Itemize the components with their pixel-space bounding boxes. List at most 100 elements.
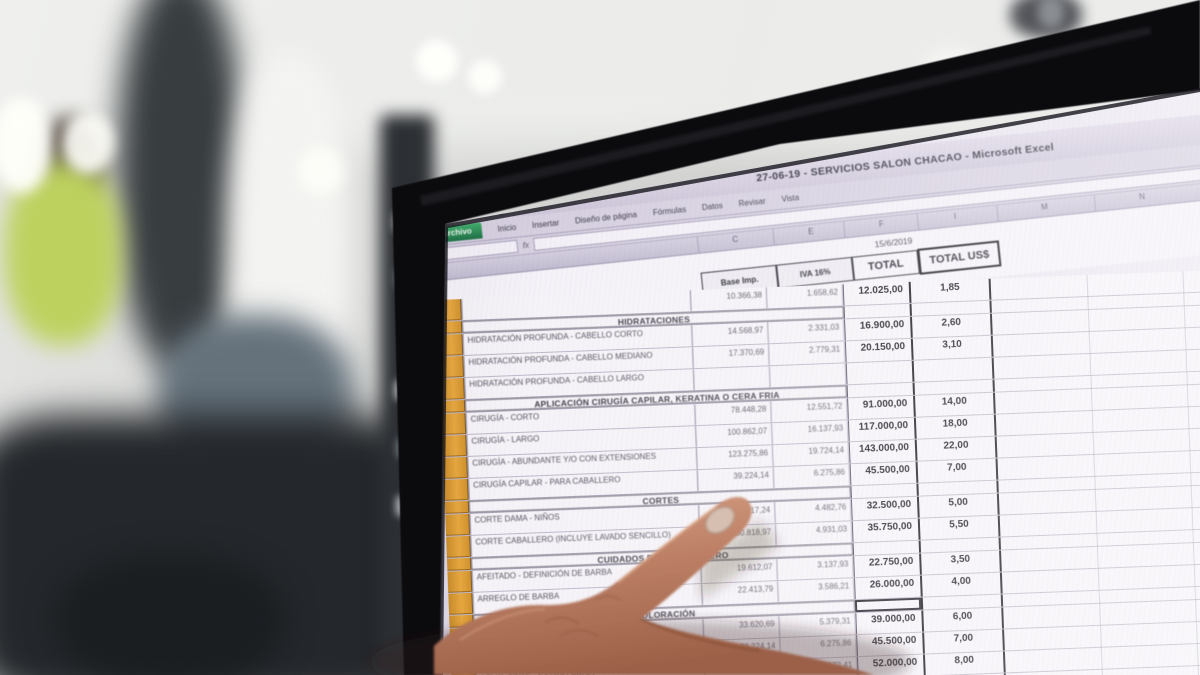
iva-cell[interactable]: [769, 363, 847, 388]
base-imp-cell[interactable]: 39.224,14: [704, 638, 782, 662]
base-imp-cell[interactable]: 78.448,28: [695, 401, 772, 426]
iva-cell[interactable]: 7.172,41: [781, 657, 858, 675]
base-imp-cell[interactable]: 22.413,79: [702, 581, 779, 606]
total-cell[interactable]: 35.750,00: [851, 518, 919, 543]
base-imp-cell[interactable]: [693, 366, 771, 391]
ribbon-tab-insertar[interactable]: Insertar: [531, 217, 560, 230]
total-cell[interactable]: 22.750,00: [853, 553, 920, 578]
ribbon-tab-datos[interactable]: Datos: [701, 200, 724, 212]
row-number-cell[interactable]: [441, 412, 467, 435]
row-number-cell[interactable]: [446, 557, 472, 571]
column-header-f[interactable]: F: [878, 219, 885, 229]
row-number-cell[interactable]: [450, 649, 476, 672]
base-imp-cell[interactable]: 28.017,24: [699, 502, 776, 527]
iva-cell[interactable]: 2.331,03: [768, 319, 845, 344]
column-header-i[interactable]: I: [953, 211, 957, 221]
base-imp-cell[interactable]: 33.620,69: [703, 616, 781, 640]
total-usd-cell[interactable]: 22,00: [914, 436, 998, 461]
total-usd-cell[interactable]: 7,00: [922, 629, 1005, 654]
total-usd-cell[interactable]: 18,00: [913, 414, 997, 439]
dark-fixture-blob: [118, 0, 243, 370]
total-usd-cell[interactable]: 4,00: [919, 572, 1003, 597]
row-number-cell[interactable]: [446, 535, 471, 558]
total-cell[interactable]: 39.000,00: [855, 610, 923, 635]
row-number-cell[interactable]: [444, 500, 470, 514]
row-number-cell[interactable]: [443, 456, 468, 479]
total-cell[interactable]: 45.500,00: [849, 461, 917, 486]
column-separator: [772, 228, 776, 245]
total-cell[interactable]: 16.900,00: [844, 316, 911, 341]
column-header-e[interactable]: E: [807, 226, 814, 237]
total-usd-cell[interactable]: 8,00: [922, 651, 1006, 675]
base-imp-cell[interactable]: 39.224,14: [697, 467, 775, 492]
iva-cell[interactable]: 1.658,62: [766, 284, 844, 309]
total-cell[interactable]: [850, 483, 917, 499]
iva-cell[interactable]: 4.931,03: [775, 521, 853, 546]
row-number-cell[interactable]: [448, 592, 474, 615]
base-imp-cell[interactable]: 14.568,97: [692, 322, 769, 347]
total-cell[interactable]: 91.000,00: [847, 395, 914, 420]
total-usd-cell[interactable]: 3,50: [919, 550, 1002, 575]
row-number-cell[interactable]: [449, 627, 475, 650]
total-cell[interactable]: 45.500,00: [856, 632, 923, 657]
total-cell[interactable]: 117.000,00: [847, 417, 915, 442]
total-usd-cell[interactable]: 6,00: [921, 607, 1005, 632]
ribbon-tab-f-rmulas[interactable]: Fórmulas: [652, 204, 687, 217]
row-number-cell[interactable]: [442, 434, 468, 457]
bokeh-light: [298, 148, 344, 194]
iva-cell[interactable]: 4.482,76: [775, 499, 852, 524]
bokeh-light: [0, 98, 52, 193]
total-cell[interactable]: [846, 382, 913, 398]
row-number-cell[interactable]: [447, 570, 473, 593]
total-usd-cell[interactable]: 1,85: [908, 278, 992, 303]
column-separator: [696, 236, 700, 253]
iva-cell[interactable]: 6.275,86: [773, 464, 851, 489]
column-header-c[interactable]: C: [731, 234, 739, 245]
base-imp-cell[interactable]: 19.612,07: [701, 559, 779, 584]
total-usd-cell[interactable]: 2,60: [909, 313, 993, 338]
row-number-cell[interactable]: [445, 513, 471, 536]
total-cell[interactable]: 143.000,00: [848, 439, 916, 464]
total-usd-cell[interactable]: 14,00: [913, 392, 996, 417]
row-number-cell[interactable]: [440, 378, 465, 400]
ribbon-tab-inicio[interactable]: Inicio: [497, 222, 517, 234]
iva-cell[interactable]: 3.586,21: [778, 578, 855, 603]
shelf-product-blob: [396, 496, 416, 516]
ribbon-tab-revisar[interactable]: Revisar: [738, 196, 767, 208]
iva-cell[interactable]: 16.137,93: [771, 420, 849, 445]
total-usd-cell[interactable]: 5,50: [917, 515, 1001, 540]
iva-cell[interactable]: 12.551,72: [771, 398, 848, 423]
column-header-n[interactable]: N: [1138, 191, 1146, 202]
iva-cell[interactable]: 3.137,93: [777, 556, 854, 581]
base-imp-cell[interactable]: 30.818,97: [699, 524, 777, 549]
shelf-product-blob: [404, 322, 418, 336]
base-imp-cell[interactable]: 100.862,07: [696, 423, 773, 448]
dark-foreground-blob: [55, 555, 285, 675]
row-number-cell[interactable]: [443, 478, 469, 501]
iva-cell[interactable]: 6.275,86: [780, 635, 857, 660]
base-imp-cell[interactable]: 44.827,59: [705, 660, 782, 675]
total-cell[interactable]: 20.150,00: [844, 338, 912, 363]
base-imp-cell[interactable]: 123.275,86: [696, 445, 774, 470]
base-imp-cell[interactable]: 17.370,69: [693, 344, 770, 369]
row-number-cell[interactable]: [440, 400, 466, 413]
total-cell[interactable]: 52.000,00: [857, 654, 924, 675]
total-cell[interactable]: 12.025,00: [842, 281, 910, 306]
iva-cell[interactable]: 2.779,31: [768, 341, 846, 366]
total-usd-cell[interactable]: 7,00: [915, 458, 999, 483]
shelf-product-blob: [395, 380, 415, 400]
total-usd-cell[interactable]: [911, 357, 995, 382]
ribbon-tab-dise-o-de-p-gina[interactable]: Diseño de página: [574, 209, 638, 226]
total-cell[interactable]: 26.000,00: [853, 575, 921, 600]
total-usd-cell[interactable]: 5,00: [916, 493, 1000, 518]
base-imp-cell[interactable]: 10.366,38: [690, 287, 768, 312]
ribbon-tab-vista[interactable]: Vista: [781, 192, 800, 204]
iva-cell[interactable]: 5.379,31: [779, 613, 857, 638]
column-header-m[interactable]: M: [1040, 202, 1049, 212]
total-usd-cell[interactable]: 3,10: [910, 335, 994, 360]
iva-cell[interactable]: 19.724,14: [772, 442, 850, 467]
row-number-cell[interactable]: [449, 614, 474, 628]
shelf-product-blob: [394, 212, 414, 232]
total-cell[interactable]: 32.500,00: [850, 496, 918, 521]
total-cell[interactable]: [845, 360, 913, 385]
